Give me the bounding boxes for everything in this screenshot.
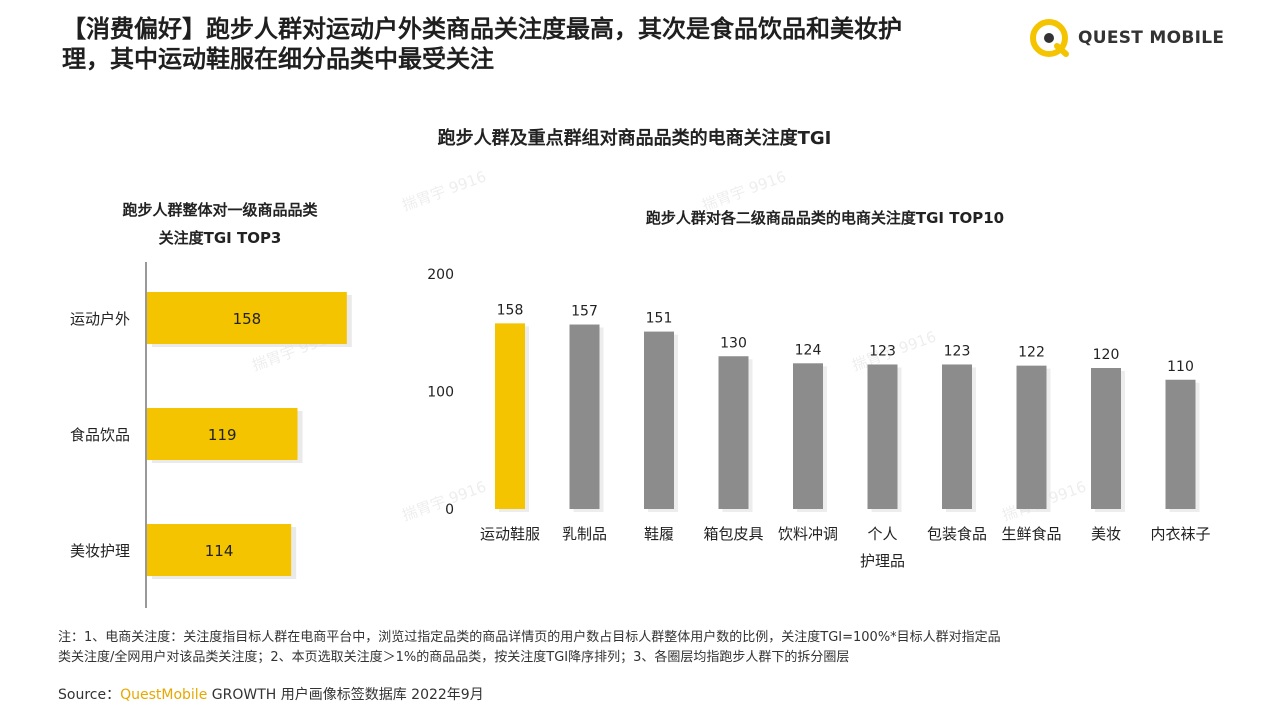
footnote-line-2: 类关注度/全网用户对该品类关注度；2、本页选取关注度＞1%的商品品类，按关注度T…	[58, 650, 850, 665]
category-label: 食品饮品	[70, 426, 130, 444]
brand-logo: QUEST MOBILE	[1028, 14, 1224, 62]
bar-美妆	[1091, 368, 1121, 509]
bar-食品饮品	[147, 408, 298, 460]
bar-运动鞋服	[495, 323, 525, 509]
bar-value-label: 130	[720, 335, 747, 351]
category-label: 鞋履	[644, 525, 674, 543]
bar-value-label: 110	[1167, 359, 1194, 375]
category-label: 内衣袜子	[1150, 525, 1210, 543]
bar-value-label: 120	[1093, 347, 1120, 363]
bar-鞋履	[644, 331, 674, 509]
bar-value-label: 119	[208, 426, 237, 444]
bar-乳制品	[569, 324, 600, 509]
bar-个人护理品	[867, 364, 898, 509]
category-label: 运动鞋服	[480, 525, 540, 543]
bar-内衣袜子	[1165, 379, 1196, 509]
category-label: 护理品	[860, 552, 905, 570]
source-label: Source：	[58, 687, 121, 703]
category-label: 乳制品	[562, 525, 607, 543]
bar-美妆护理	[147, 524, 292, 576]
bar-生鲜食品	[1016, 365, 1047, 509]
left-bar-chart: 158 运动户外 119 食品饮品 114 美妆护理	[70, 262, 352, 608]
category-label: 生鲜食品	[1001, 525, 1061, 543]
bar-value-label: 114	[205, 542, 234, 560]
left-chart-title: 跑步人群整体对一级商品品类 关注度TGI TOP3	[60, 196, 380, 252]
page-title: 【消费偏好】跑步人群对运动户外类商品关注度最高，其次是食品饮品和美妆护 理，其中…	[62, 14, 1012, 74]
y-tick-label: 100	[427, 385, 454, 401]
left-chart-title-line-2: 关注度TGI TOP3	[158, 229, 282, 247]
left-chart-title-line-1: 跑步人群整体对一级商品品类	[122, 201, 318, 219]
footnote: 注：1、电商关注度：关注度指目标人群在电商平台中，浏览过指定品类的商品详情页的用…	[58, 628, 1218, 668]
category-label: 箱包皮具	[703, 525, 763, 543]
bar-value-label: 157	[571, 304, 598, 320]
category-label: 美妆	[1091, 525, 1121, 543]
bar-value-label: 124	[795, 342, 822, 358]
right-chart-title: 跑步人群对各二级商品品类的电商关注度TGI TOP10	[645, 209, 1005, 227]
y-tick-label: 0	[445, 502, 454, 518]
bar-value-label: 122	[1018, 345, 1045, 361]
bar-箱包皮具	[718, 356, 749, 509]
y-tick-label: 200	[427, 267, 454, 283]
category-label: 运动户外	[70, 310, 130, 328]
bar-运动户外	[147, 292, 347, 344]
title-line-1: 【消费偏好】跑步人群对运动户外类商品关注度最高，其次是食品饮品和美妆护	[62, 15, 902, 43]
bar-包装食品	[942, 364, 972, 509]
logo-text: QUEST MOBILE	[1078, 28, 1225, 48]
bar-value-label: 151	[646, 311, 673, 327]
category-label: 个人	[867, 525, 897, 543]
title-line-2: 理，其中运动鞋服在细分品类中最受关注	[62, 45, 494, 73]
category-label: 美妆护理	[70, 542, 130, 560]
right-bar-chart: 0 100 200 158 运动鞋服 157 乳制品 151 鞋履 130 箱包皮具 124 饮料冲调 1…	[427, 267, 1210, 570]
bar-饮料冲调	[793, 363, 823, 509]
main-chart-title: 跑步人群及重点群组对商品品类的电商关注度TGI	[437, 128, 832, 149]
footnote-line-1: 注：1、电商关注度：关注度指目标人群在电商平台中，浏览过指定品类的商品详情页的用…	[58, 630, 1001, 645]
quest-mobile-logo-icon	[1030, 19, 1069, 57]
source-brand: QuestMobile	[120, 687, 208, 703]
bar-value-label: 123	[869, 343, 896, 359]
bar-value-label: 123	[944, 343, 971, 359]
category-label: 饮料冲调	[778, 525, 838, 543]
source-line: Source：QuestMobile GROWTH 用户画像标签数据库 2022…	[58, 684, 484, 704]
bar-value-label: 158	[497, 302, 524, 318]
category-label: 包装食品	[927, 525, 987, 543]
bar-value-label: 158	[233, 310, 262, 328]
source-text: GROWTH 用户画像标签数据库 2022年9月	[207, 687, 484, 703]
